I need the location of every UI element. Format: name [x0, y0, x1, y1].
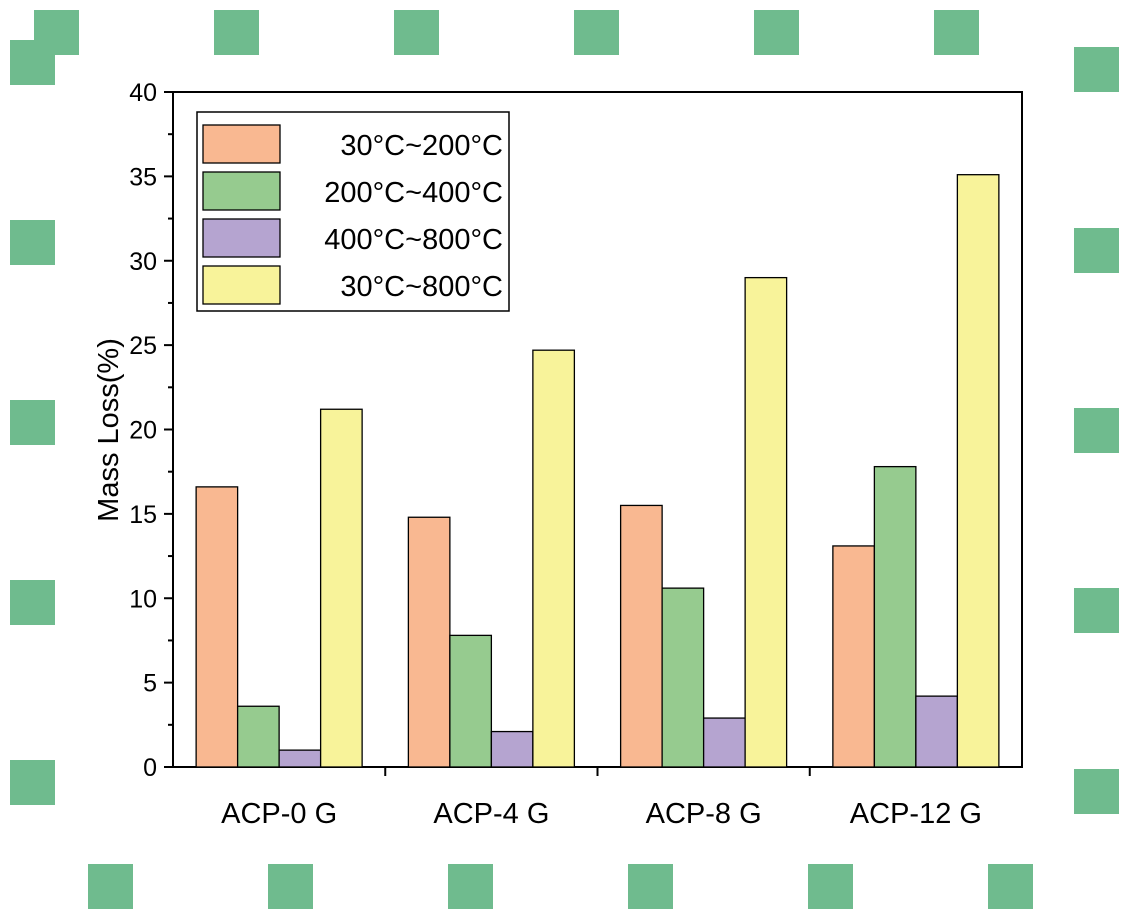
bar — [407, 516, 451, 768]
y-tick-label: 0 — [143, 754, 157, 782]
bar — [319, 408, 363, 768]
y-tick-label: 30 — [129, 248, 157, 276]
legend-swatch — [202, 265, 281, 305]
decorative-square — [574, 10, 619, 55]
bar — [661, 587, 705, 768]
bar — [702, 717, 746, 768]
decorative-square — [10, 400, 55, 445]
x-tick-label: ACP-12 G — [850, 798, 982, 830]
decorative-square — [754, 10, 799, 55]
decorative-square — [394, 10, 439, 55]
bars — [195, 174, 1000, 768]
decorative-square — [1074, 47, 1119, 92]
bar — [915, 695, 959, 768]
x-tick-label: ACP-4 G — [433, 798, 549, 830]
bar — [449, 634, 493, 768]
decorative-square — [1074, 769, 1119, 814]
decorative-square — [88, 864, 133, 909]
legend-swatch — [202, 218, 281, 258]
y-axis-title: Mass Loss(%) — [93, 338, 125, 522]
decorative-border-squares — [10, 10, 1119, 909]
bar — [873, 465, 917, 768]
bar — [619, 504, 663, 768]
bar — [236, 705, 280, 768]
decorative-square — [1074, 228, 1119, 273]
decorative-square — [1074, 588, 1119, 633]
x-tick-label: ACP-8 G — [646, 798, 762, 830]
x-axis: ACP-0 G ACP-4 G ACP-8 G ACP-12 G — [221, 767, 982, 830]
bar — [956, 174, 1000, 768]
x-tick-label: ACP-0 G — [221, 798, 337, 830]
decorative-square — [934, 10, 979, 55]
decorative-square — [10, 580, 55, 625]
legend-swatch — [202, 124, 281, 164]
y-tick-label: 10 — [129, 585, 157, 613]
y-tick-label: 20 — [129, 417, 157, 445]
bar — [278, 749, 322, 768]
bar — [532, 349, 576, 768]
decorative-square — [808, 864, 853, 909]
decorative-square — [10, 760, 55, 805]
decorative-square — [268, 864, 313, 909]
y-tick-label: 5 — [143, 670, 157, 698]
bar — [490, 730, 534, 768]
legend-label: 30°C~200°C — [340, 130, 503, 162]
bar — [195, 486, 239, 768]
decorative-square — [10, 40, 55, 85]
legend-label: 30°C~800°C — [340, 271, 503, 303]
decorative-square — [10, 220, 55, 265]
bar — [832, 545, 876, 768]
decorative-square — [1074, 408, 1119, 453]
y-axis: 0 5 10 15 20 25 30 35 40 — [129, 79, 173, 782]
decorative-square — [214, 10, 259, 55]
y-tick-label: 25 — [129, 332, 157, 360]
legend: 30°C~200°C 200°C~400°C 400°C~800°C 30°C~800… — [196, 111, 510, 312]
bar — [744, 276, 788, 768]
y-tick-label: 15 — [129, 501, 157, 529]
y-tick-label: 35 — [129, 163, 157, 191]
legend-label: 200°C~400°C — [324, 177, 503, 209]
decorative-square — [448, 864, 493, 909]
y-tick-label: 40 — [129, 79, 157, 107]
legend-label: 400°C~800°C — [324, 224, 503, 256]
decorative-square — [628, 864, 673, 909]
decorative-square — [988, 864, 1033, 909]
legend-swatch — [202, 171, 281, 211]
